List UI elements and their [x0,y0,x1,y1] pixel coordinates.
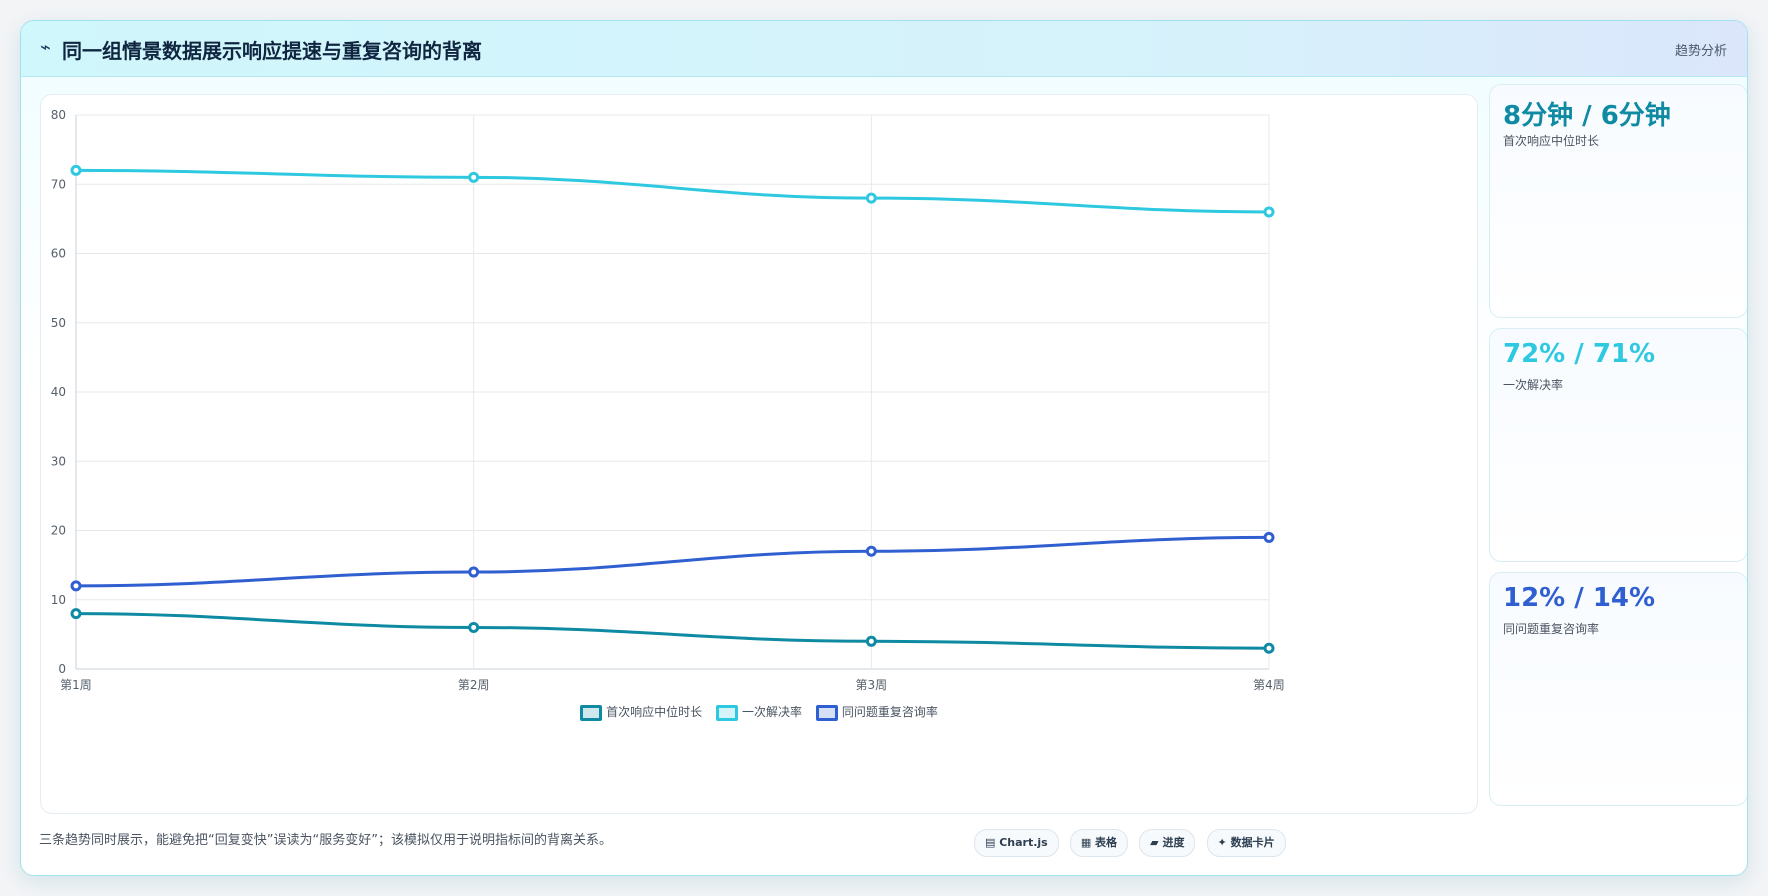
analysis-tag: 趋势分析 [1674,44,1727,59]
series-point-1 [865,192,877,204]
y-tick-label: 40 [51,385,66,399]
legend-label-repeat-rate: 同问题重复咨询率 [841,705,938,719]
card-header: ⌁ 同一组情景数据展示响应提速与重复咨询的背离 趋势分析 [21,21,1747,77]
line-chart: 0 10 20 30 40 50 60 70 80 第1周 第2周 第3周 第4周 [51,108,1285,692]
footer-note: 三条趋势同时展示，能避免把“回复变快”误读为“服务变好”；该模拟仅用于说明指标间… [39,833,612,848]
y-tick-label: 50 [51,316,66,330]
legend-swatch-resolution-rate [715,704,738,721]
series-point-0 [468,621,480,633]
series-point-2 [70,580,82,592]
metric-label-response-time: 首次响应中位时长 [1503,134,1600,148]
metric-card-response-time: 8分钟 / 6分钟 首次响应中位时长 [1489,84,1747,318]
x-tick-label: 第1周 [60,678,92,692]
legend-label-response-time: 首次响应中位时长 [606,705,703,719]
series-line-1 [74,168,1271,214]
chip-data-cards[interactable]: ✦ 数据卡片 [1206,829,1286,857]
chip-table[interactable]: ▦ 表格 [1069,829,1129,857]
chart-legend: 首次响应中位时长 一次解决率 同问题重复咨询率 [41,703,1477,721]
x-tick-label: 第3周 [856,678,888,692]
metric-card-repeat-rate: 12% / 14% 同问题重复咨询率 [1489,572,1747,806]
legend-swatch-response-time [580,704,603,721]
dashboard-card: ⌁ 同一组情景数据展示响应提速与重复咨询的背离 趋势分析 0 10 20 30 40 50… [20,20,1748,876]
feature-chips: ▤ Chart.js ▦ 表格 ▰ 进度 ✦ 数据卡片 [974,829,1292,857]
series-point-0 [70,608,82,620]
series-point-2 [468,566,480,578]
series-point-0 [1263,642,1275,654]
series-point-2 [1263,531,1275,543]
chip-chartjs[interactable]: ▤ Chart.js [974,829,1059,857]
series-point-2 [865,545,877,557]
metric-card-resolution-rate: 72% / 71% 一次解决率 [1489,328,1747,562]
y-tick-label: 10 [51,593,66,607]
y-tick-label: 0 [58,662,66,676]
metric-value-resolution-rate: 72% / 71% [1503,339,1656,369]
chart-panel: 0 10 20 30 40 50 60 70 80 第1周 第2周 第3周 第4周 首次响应中位时长 一… [40,94,1478,814]
series-point-1 [468,171,480,183]
series-point-1 [70,164,82,176]
y-tick-label: 80 [51,108,66,122]
y-tick-label: 70 [51,177,66,191]
series-line-2 [74,535,1271,588]
y-tick-label: 60 [51,247,66,261]
legend-item-response-time[interactable]: 首次响应中位时长 [580,703,702,721]
metric-label-repeat-rate: 同问题重复咨询率 [1503,622,1600,636]
series-point-0 [865,635,877,647]
x-tick-label: 第2周 [458,678,490,692]
legend-item-repeat-rate[interactable]: 同问题重复咨询率 [815,703,938,721]
legend-label-resolution-rate: 一次解决率 [741,705,802,719]
metric-value-repeat-rate: 12% / 14% [1503,583,1656,613]
series-line-0 [74,612,1271,650]
legend-swatch-repeat-rate [815,704,838,721]
series-point-1 [1263,206,1275,218]
y-tick-label: 20 [51,524,66,538]
legend-item-resolution-rate[interactable]: 一次解决率 [715,703,802,721]
trend-icon: ⌁ [40,37,51,58]
page-title: 同一组情景数据展示响应提速与重复咨询的背离 [62,39,482,63]
metric-label-resolution-rate: 一次解决率 [1503,378,1564,392]
metric-value-response-time: 8分钟 / 6分钟 [1503,101,1671,131]
chip-progress[interactable]: ▰ 进度 [1139,829,1196,857]
y-tick-label: 30 [51,454,66,468]
x-tick-label: 第4周 [1253,678,1285,692]
